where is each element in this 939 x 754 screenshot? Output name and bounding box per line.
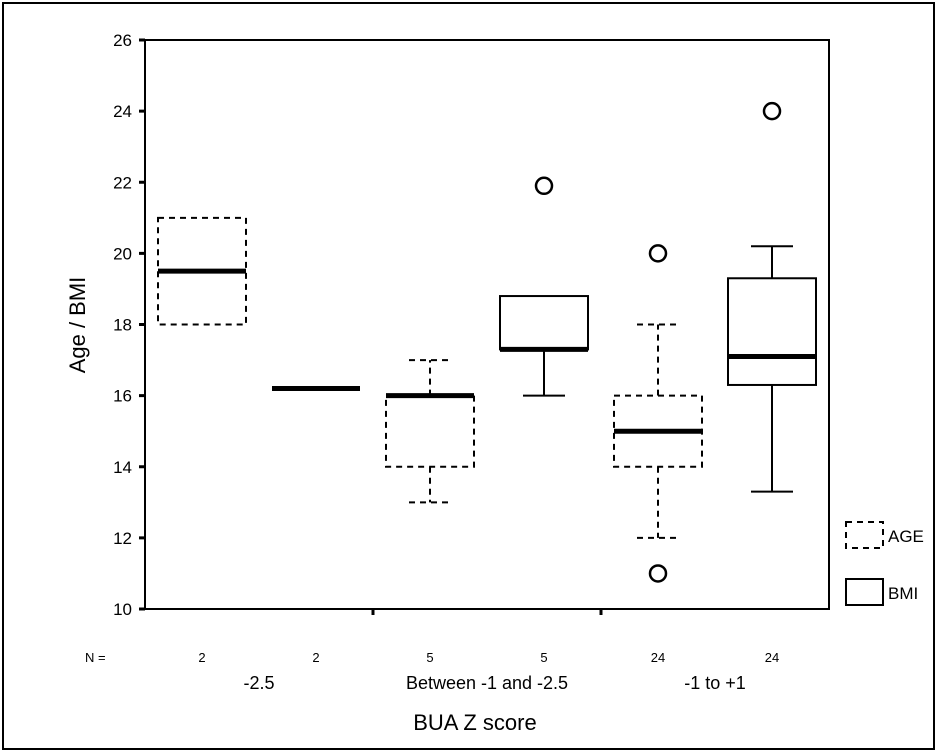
y-tick-label: 22 bbox=[113, 173, 132, 192]
y-tick-label: 16 bbox=[113, 387, 132, 406]
y-tick-label: 26 bbox=[113, 31, 132, 50]
y-tick-label: 18 bbox=[113, 316, 132, 335]
outlier-point bbox=[534, 176, 554, 196]
n-count-label: 5 bbox=[540, 650, 547, 665]
outlier-point bbox=[648, 244, 668, 263]
n-count-label: 2 bbox=[312, 650, 319, 665]
y-axis-label: Age / BMI bbox=[65, 277, 90, 374]
y-tick-label: 20 bbox=[113, 244, 132, 263]
x-axis-label: BUA Z score bbox=[413, 710, 536, 735]
n-count-label: 24 bbox=[765, 650, 779, 665]
y-tick-label: 24 bbox=[113, 102, 132, 121]
n-count-label: 5 bbox=[426, 650, 433, 665]
legend-label-age: AGE bbox=[888, 527, 924, 546]
n-count-label: 2 bbox=[198, 650, 205, 665]
outlier-point bbox=[648, 564, 668, 583]
legend-label-bmi: BMI bbox=[888, 584, 918, 603]
x-category-label: -2.5 bbox=[243, 673, 274, 693]
boxes bbox=[157, 101, 817, 583]
plot-area-border bbox=[144, 39, 830, 610]
x-category-label: Between -1 and -2.5 bbox=[406, 673, 568, 693]
legend: AGE BMI bbox=[845, 521, 924, 606]
y-tick-label: 12 bbox=[113, 529, 132, 548]
box-age bbox=[385, 394, 475, 468]
box-bmi bbox=[727, 277, 817, 386]
legend-swatch-age bbox=[845, 521, 884, 549]
n-count-label: 24 bbox=[651, 650, 665, 665]
y-tick-label: 14 bbox=[113, 458, 132, 477]
box-bmi bbox=[499, 295, 589, 351]
outlier-point bbox=[762, 101, 782, 121]
n-label: N = bbox=[85, 650, 106, 665]
y-tick-label: 10 bbox=[113, 600, 132, 619]
x-category-label: -1 to +1 bbox=[684, 673, 746, 693]
legend-swatch-bmi bbox=[845, 578, 884, 606]
